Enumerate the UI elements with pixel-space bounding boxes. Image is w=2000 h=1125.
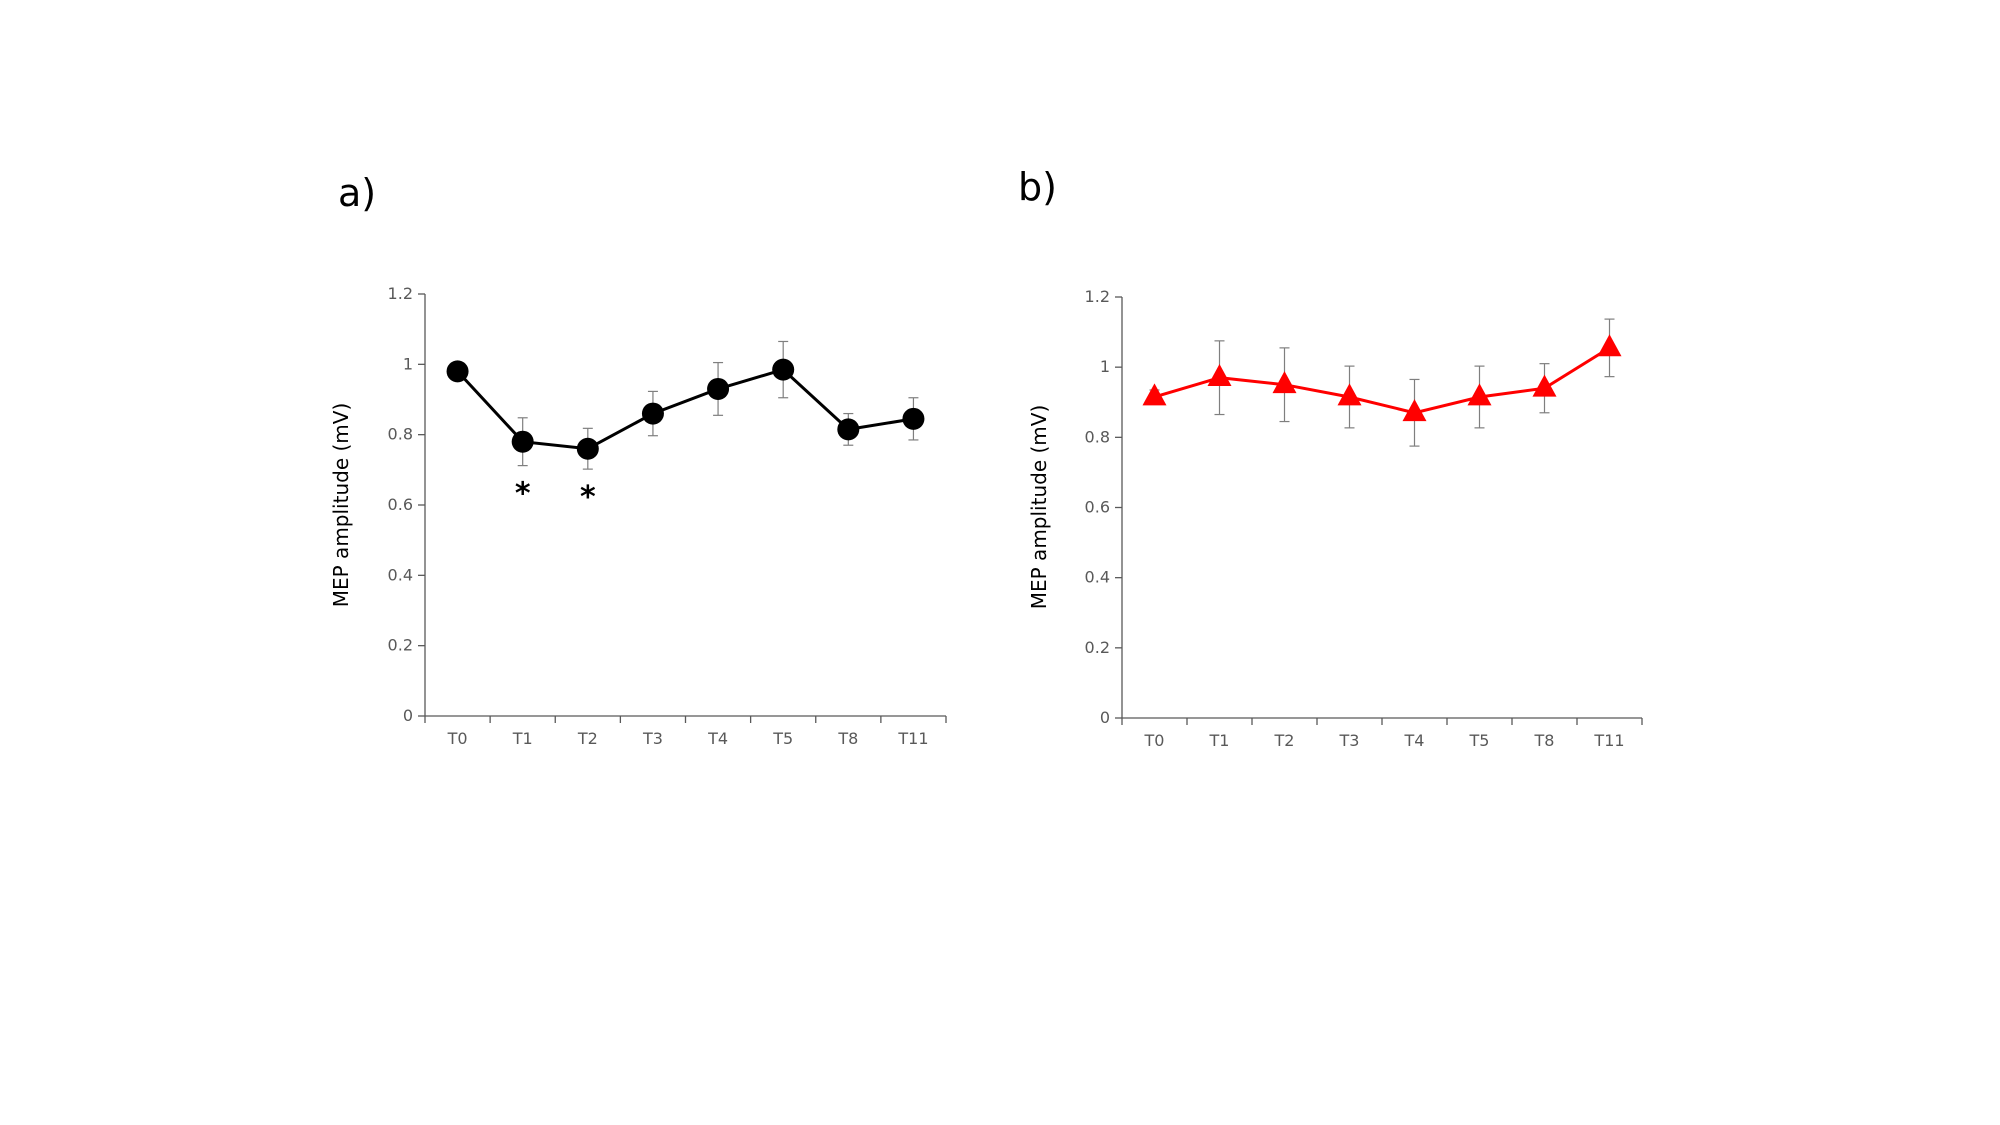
x-tick-label: T8 [837,729,858,748]
x-tick-label: T3 [1339,731,1360,750]
data-point [1467,383,1492,406]
data-point [446,360,469,383]
y-tick-label: 0.8 [388,425,413,444]
chart-b: 0 0.2 0.4 0.6 0.8 1 1.2 T0 T1 T2 T3 T4 T5 T8 T11 MEP am… [1027,287,1643,750]
y-tick-label: 1 [403,354,413,373]
y-tick-label: 0.6 [388,495,413,514]
data-point [707,377,730,400]
data-point [1402,399,1427,422]
y-tick-label: 1.2 [388,284,413,303]
x-tick-label: T5 [772,729,793,748]
y-tick-label: 0.6 [1085,498,1110,517]
data-point [1597,334,1622,357]
x-tick-label: T4 [707,729,728,748]
x-tick-label: T11 [1593,731,1624,750]
y-tick-label: 0 [403,706,413,725]
data-point [1532,374,1557,397]
y-tick-label: 0.4 [1085,568,1110,587]
x-tick-label: T4 [1404,731,1425,750]
data-point [772,358,795,381]
y-axis-title: MEP amplitude (mV) [329,403,353,608]
significance-marker: * [580,480,596,515]
x-tick-label: T3 [642,729,663,748]
panel-b-label: b) [1018,165,1057,209]
y-tick-label: 0.8 [1085,427,1110,446]
y-tick-label: 1 [1100,357,1110,376]
y-axis-title: MEP amplitude (mV) [1027,405,1051,610]
x-tick-label: T11 [897,729,928,748]
x-tick-label: T2 [577,729,598,748]
data-point [837,418,860,441]
data-point [1207,364,1232,387]
x-tick-label: T2 [1274,731,1295,750]
chart-a: 0 0.2 0.4 0.6 0.8 1 1.2 T0 T1 T2 T3 T4 T5 T8 T11 MEP am… [329,284,947,748]
data-point [1142,383,1167,406]
x-tick-label: T0 [447,729,468,748]
data-point [641,402,664,425]
y-tick-label: 0.2 [1085,638,1110,657]
data-point [576,437,599,460]
y-tick-label: 1.2 [1085,287,1110,306]
data-point [511,430,534,453]
panel-a-label: a) [338,171,376,215]
x-tick-label: T8 [1534,731,1555,750]
series-line [1154,346,1611,415]
data-point [1272,371,1297,394]
x-tick-label: T1 [512,729,533,748]
data-point [1337,383,1362,406]
significance-marker: * [515,477,531,512]
y-tick-label: 0.2 [388,636,413,655]
y-tick-label: 0 [1100,708,1110,727]
data-point [902,407,925,430]
y-tick-label: 0.4 [388,565,413,584]
x-tick-label: T5 [1469,731,1490,750]
x-tick-label: T0 [1144,731,1165,750]
x-tick-label: T1 [1209,731,1230,750]
